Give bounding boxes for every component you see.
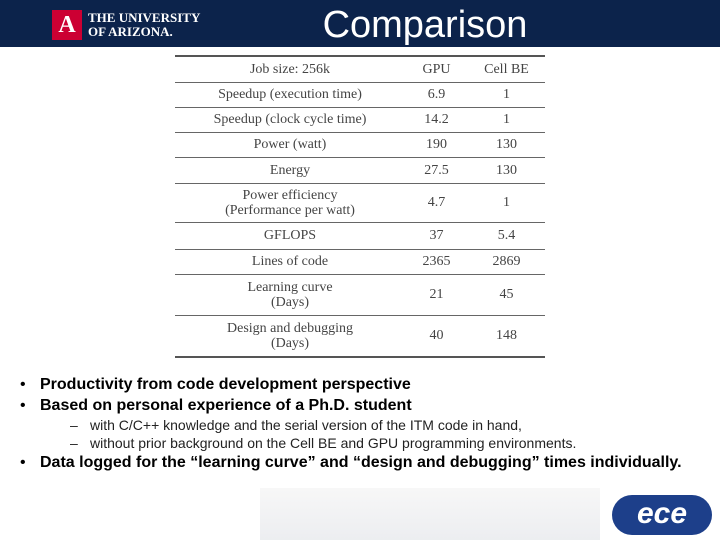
- table-cell: 40: [405, 314, 468, 358]
- table-cell: Power efficiency (Performance per watt): [175, 182, 405, 222]
- table-row: Lines of code 2365 2869: [175, 248, 545, 274]
- table-cell: Cell BE: [468, 55, 545, 82]
- table-cell: Learning curve (Days): [175, 273, 405, 315]
- footer-image: [260, 488, 600, 540]
- table-cell: 5.4: [468, 221, 545, 249]
- table-row: Speedup (clock cycle time) 14.2 1: [175, 106, 545, 132]
- table-cell: 45: [468, 273, 545, 315]
- header-bar: [0, 0, 720, 47]
- table-cell: 130: [468, 156, 545, 183]
- table-row: Power efficiency (Performance per watt) 4…: [175, 182, 545, 222]
- table-cell: 37: [405, 221, 468, 249]
- table-row: Energy 27.5 130: [175, 156, 545, 183]
- table-cell: Speedup (execution time): [175, 81, 405, 107]
- table-cell: GFLOPS: [175, 221, 405, 249]
- table-row: Speedup (execution time) 6.9 1: [175, 81, 545, 107]
- bullet: Data logged for the “learning curve” and…: [20, 452, 720, 473]
- bullet: Productivity from code development persp…: [20, 374, 720, 395]
- table-cell: 2869: [468, 248, 545, 274]
- table-cell: 1: [468, 106, 545, 132]
- table-cell: 4.7: [405, 182, 468, 222]
- table-cell: 1: [468, 81, 545, 107]
- logo-line: THE UNIVERSITY: [88, 10, 201, 25]
- table-row: Power (watt) 190 130: [175, 131, 545, 157]
- ece-logo: ece: [612, 495, 712, 535]
- table-cell: GPU: [405, 55, 468, 82]
- table-cell: Design and debugging (Days): [175, 314, 405, 358]
- table-cell: 27.5: [405, 156, 468, 183]
- sub-bullet: without prior background on the Cell BE …: [20, 434, 720, 452]
- table-cell: 21: [405, 273, 468, 315]
- table-row: Learning curve (Days) 21 45: [175, 273, 545, 315]
- table-cell: Power (watt): [175, 131, 405, 157]
- table-cell: Job size: 256k: [175, 55, 405, 82]
- table-cell: 6.9: [405, 81, 468, 107]
- table-cell: 14.2: [405, 106, 468, 132]
- table-cell: 130: [468, 131, 545, 157]
- table-cell: 2365: [405, 248, 468, 274]
- bullet: Based on personal experience of a Ph.D. …: [20, 395, 720, 416]
- table-cell: 148: [468, 314, 545, 358]
- table-cell: Lines of code: [175, 248, 405, 274]
- sub-bullet: with C/C++ knowledge and the serial vers…: [20, 416, 720, 434]
- university-logo: A THE UNIVERSITY OF ARIZONA.: [52, 10, 200, 40]
- table-cell: Energy: [175, 156, 405, 183]
- logo-text: THE UNIVERSITY OF ARIZONA.: [88, 11, 200, 39]
- logo-mark: A: [52, 10, 82, 40]
- logo-line: OF ARIZONA.: [88, 24, 173, 39]
- comparison-table: Job size: 256k GPU Cell BE Speedup (executi…: [175, 55, 545, 358]
- slide-title: Comparison: [322, 4, 528, 46]
- table-row: GFLOPS 37 5.4: [175, 221, 545, 249]
- table-row: Job size: 256k GPU Cell BE: [175, 55, 545, 82]
- table-cell: Speedup (clock cycle time): [175, 106, 405, 132]
- table-cell: 1: [468, 182, 545, 222]
- table-row: Design and debugging (Days) 40 148: [175, 314, 545, 358]
- bullet-list: Productivity from code development persp…: [20, 374, 720, 473]
- table-cell: 190: [405, 131, 468, 157]
